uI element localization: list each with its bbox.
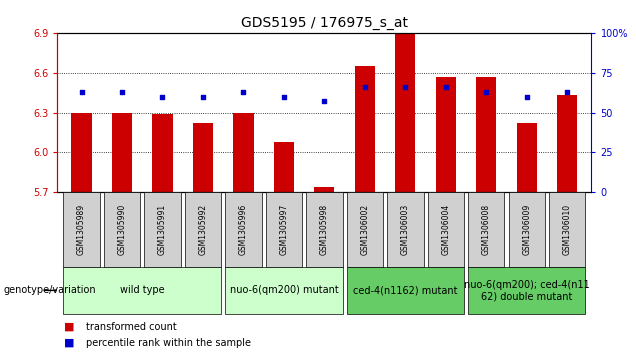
- Text: GSM1306008: GSM1306008: [481, 204, 491, 255]
- Bar: [71, 113, 92, 192]
- Bar: [468, 267, 585, 314]
- Point: [481, 89, 492, 95]
- Bar: [104, 192, 140, 267]
- Bar: [64, 267, 221, 314]
- Bar: [225, 192, 261, 267]
- Text: percentile rank within the sample: percentile rank within the sample: [86, 338, 251, 348]
- Text: ■: ■: [64, 338, 74, 348]
- Bar: [509, 192, 545, 267]
- Text: wild type: wild type: [120, 285, 165, 295]
- Point: [319, 98, 329, 104]
- Text: GSM1305990: GSM1305990: [118, 204, 127, 255]
- Text: GSM1305998: GSM1305998: [320, 204, 329, 255]
- Bar: [387, 192, 424, 267]
- Bar: [347, 267, 464, 314]
- Text: ■: ■: [64, 322, 74, 332]
- Point: [360, 84, 370, 90]
- Point: [76, 89, 86, 95]
- Bar: [436, 77, 456, 192]
- Text: GSM1305991: GSM1305991: [158, 204, 167, 255]
- Point: [441, 84, 451, 90]
- Bar: [153, 114, 172, 192]
- Bar: [233, 113, 254, 192]
- Bar: [427, 192, 464, 267]
- Bar: [273, 142, 294, 192]
- Text: transformed count: transformed count: [86, 322, 177, 332]
- Bar: [549, 192, 585, 267]
- Text: GSM1306010: GSM1306010: [563, 204, 572, 255]
- Point: [117, 89, 127, 95]
- Text: GSM1305992: GSM1305992: [198, 204, 207, 255]
- Title: GDS5195 / 176975_s_at: GDS5195 / 176975_s_at: [241, 16, 408, 30]
- Point: [279, 94, 289, 99]
- Bar: [516, 123, 537, 192]
- Text: genotype/variation: genotype/variation: [3, 285, 96, 295]
- Bar: [468, 192, 504, 267]
- Text: nuo-6(qm200) mutant: nuo-6(qm200) mutant: [230, 285, 338, 295]
- Point: [400, 84, 410, 90]
- Text: GSM1305996: GSM1305996: [239, 204, 248, 255]
- Bar: [266, 192, 302, 267]
- Bar: [314, 187, 335, 192]
- Point: [157, 94, 167, 99]
- Text: ced-4(n1162) mutant: ced-4(n1162) mutant: [353, 285, 457, 295]
- Text: GSM1306009: GSM1306009: [522, 204, 531, 255]
- Text: GSM1306002: GSM1306002: [361, 204, 370, 255]
- Bar: [355, 66, 375, 192]
- Bar: [184, 192, 221, 267]
- Point: [522, 94, 532, 99]
- Text: nuo-6(qm200); ced-4(n11
62) double mutant: nuo-6(qm200); ced-4(n11 62) double mutan…: [464, 280, 590, 301]
- Bar: [395, 33, 415, 192]
- Point: [238, 89, 249, 95]
- Bar: [144, 192, 181, 267]
- Text: GSM1306004: GSM1306004: [441, 204, 450, 255]
- Point: [562, 89, 572, 95]
- Bar: [557, 95, 577, 192]
- Bar: [64, 192, 100, 267]
- Bar: [347, 192, 383, 267]
- Text: GSM1306003: GSM1306003: [401, 204, 410, 255]
- Bar: [476, 77, 496, 192]
- Bar: [112, 113, 132, 192]
- Bar: [193, 123, 213, 192]
- Bar: [225, 267, 343, 314]
- Text: GSM1305989: GSM1305989: [77, 204, 86, 255]
- Text: GSM1305997: GSM1305997: [279, 204, 288, 255]
- Point: [198, 94, 208, 99]
- Bar: [306, 192, 343, 267]
